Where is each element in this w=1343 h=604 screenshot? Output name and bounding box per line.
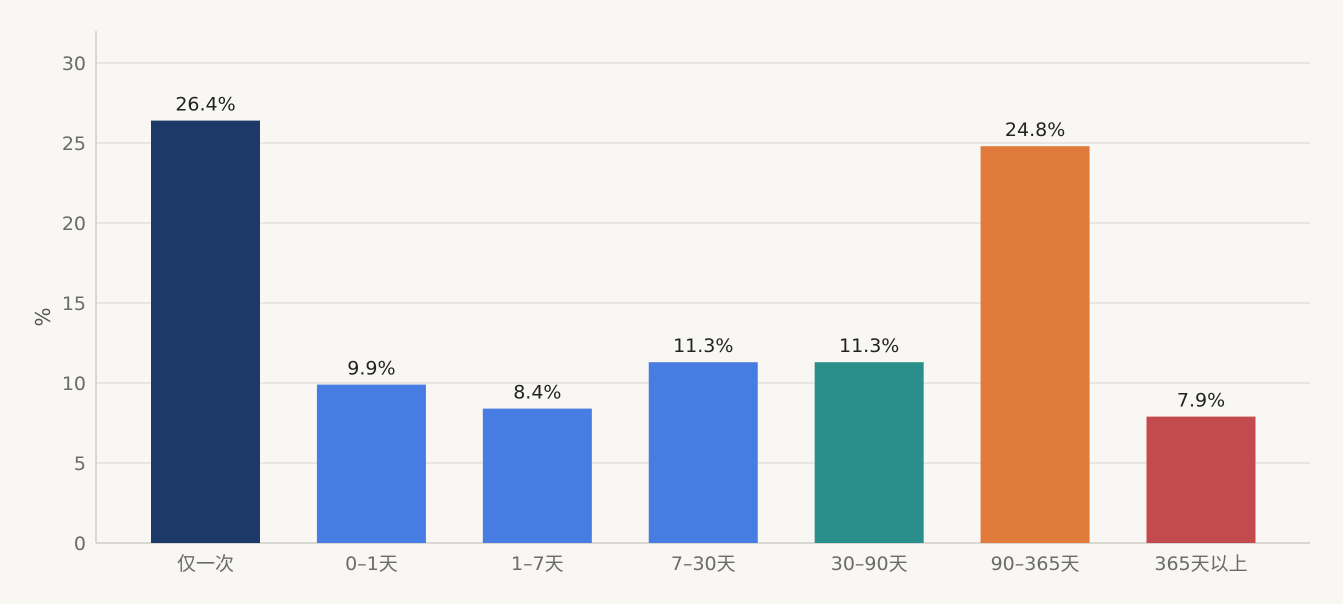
y-tick-label: 5: [74, 453, 86, 475]
y-tick-label: 20: [62, 213, 86, 235]
bar: [980, 146, 1090, 543]
data-label: 8.4%: [513, 382, 561, 404]
bars: [151, 120, 1256, 543]
x-tick-label: 仅一次: [177, 553, 234, 575]
bar: [316, 384, 426, 543]
bar: [482, 408, 592, 543]
data-label: 24.8%: [1005, 119, 1065, 141]
x-tick-label: 365天以上: [1154, 553, 1247, 575]
data-label: 11.3%: [673, 335, 733, 357]
x-tick-label: 30–90天: [831, 553, 908, 575]
x-tick-label: 0–1天: [345, 553, 398, 575]
y-tick-label: 30: [62, 53, 86, 75]
bar: [648, 362, 758, 543]
data-label: 11.3%: [839, 335, 899, 357]
y-tick-label: 10: [62, 373, 86, 395]
data-label: 7.9%: [1177, 390, 1225, 412]
y-tick-label: 15: [62, 293, 86, 315]
y-tick-label: 25: [62, 133, 86, 155]
gridlines: [96, 62, 1310, 464]
bar: [1146, 416, 1256, 543]
x-tick-label: 7–30天: [671, 553, 736, 575]
data-label: 9.9%: [347, 358, 395, 380]
y-tick-label: 0: [74, 533, 86, 555]
labels: 0 5 10 15 20 25 30 26.4% 仅一次 9.9% 0–1天 8.4% 1–7天 11.3…: [62, 53, 1248, 575]
y-axis-title: %: [31, 307, 55, 326]
x-tick-label: 1–7天: [511, 553, 564, 575]
x-tick-label: 90–365天: [991, 553, 1080, 575]
bar: [151, 120, 260, 543]
data-label: 26.4%: [175, 94, 235, 116]
bar: [814, 362, 924, 543]
